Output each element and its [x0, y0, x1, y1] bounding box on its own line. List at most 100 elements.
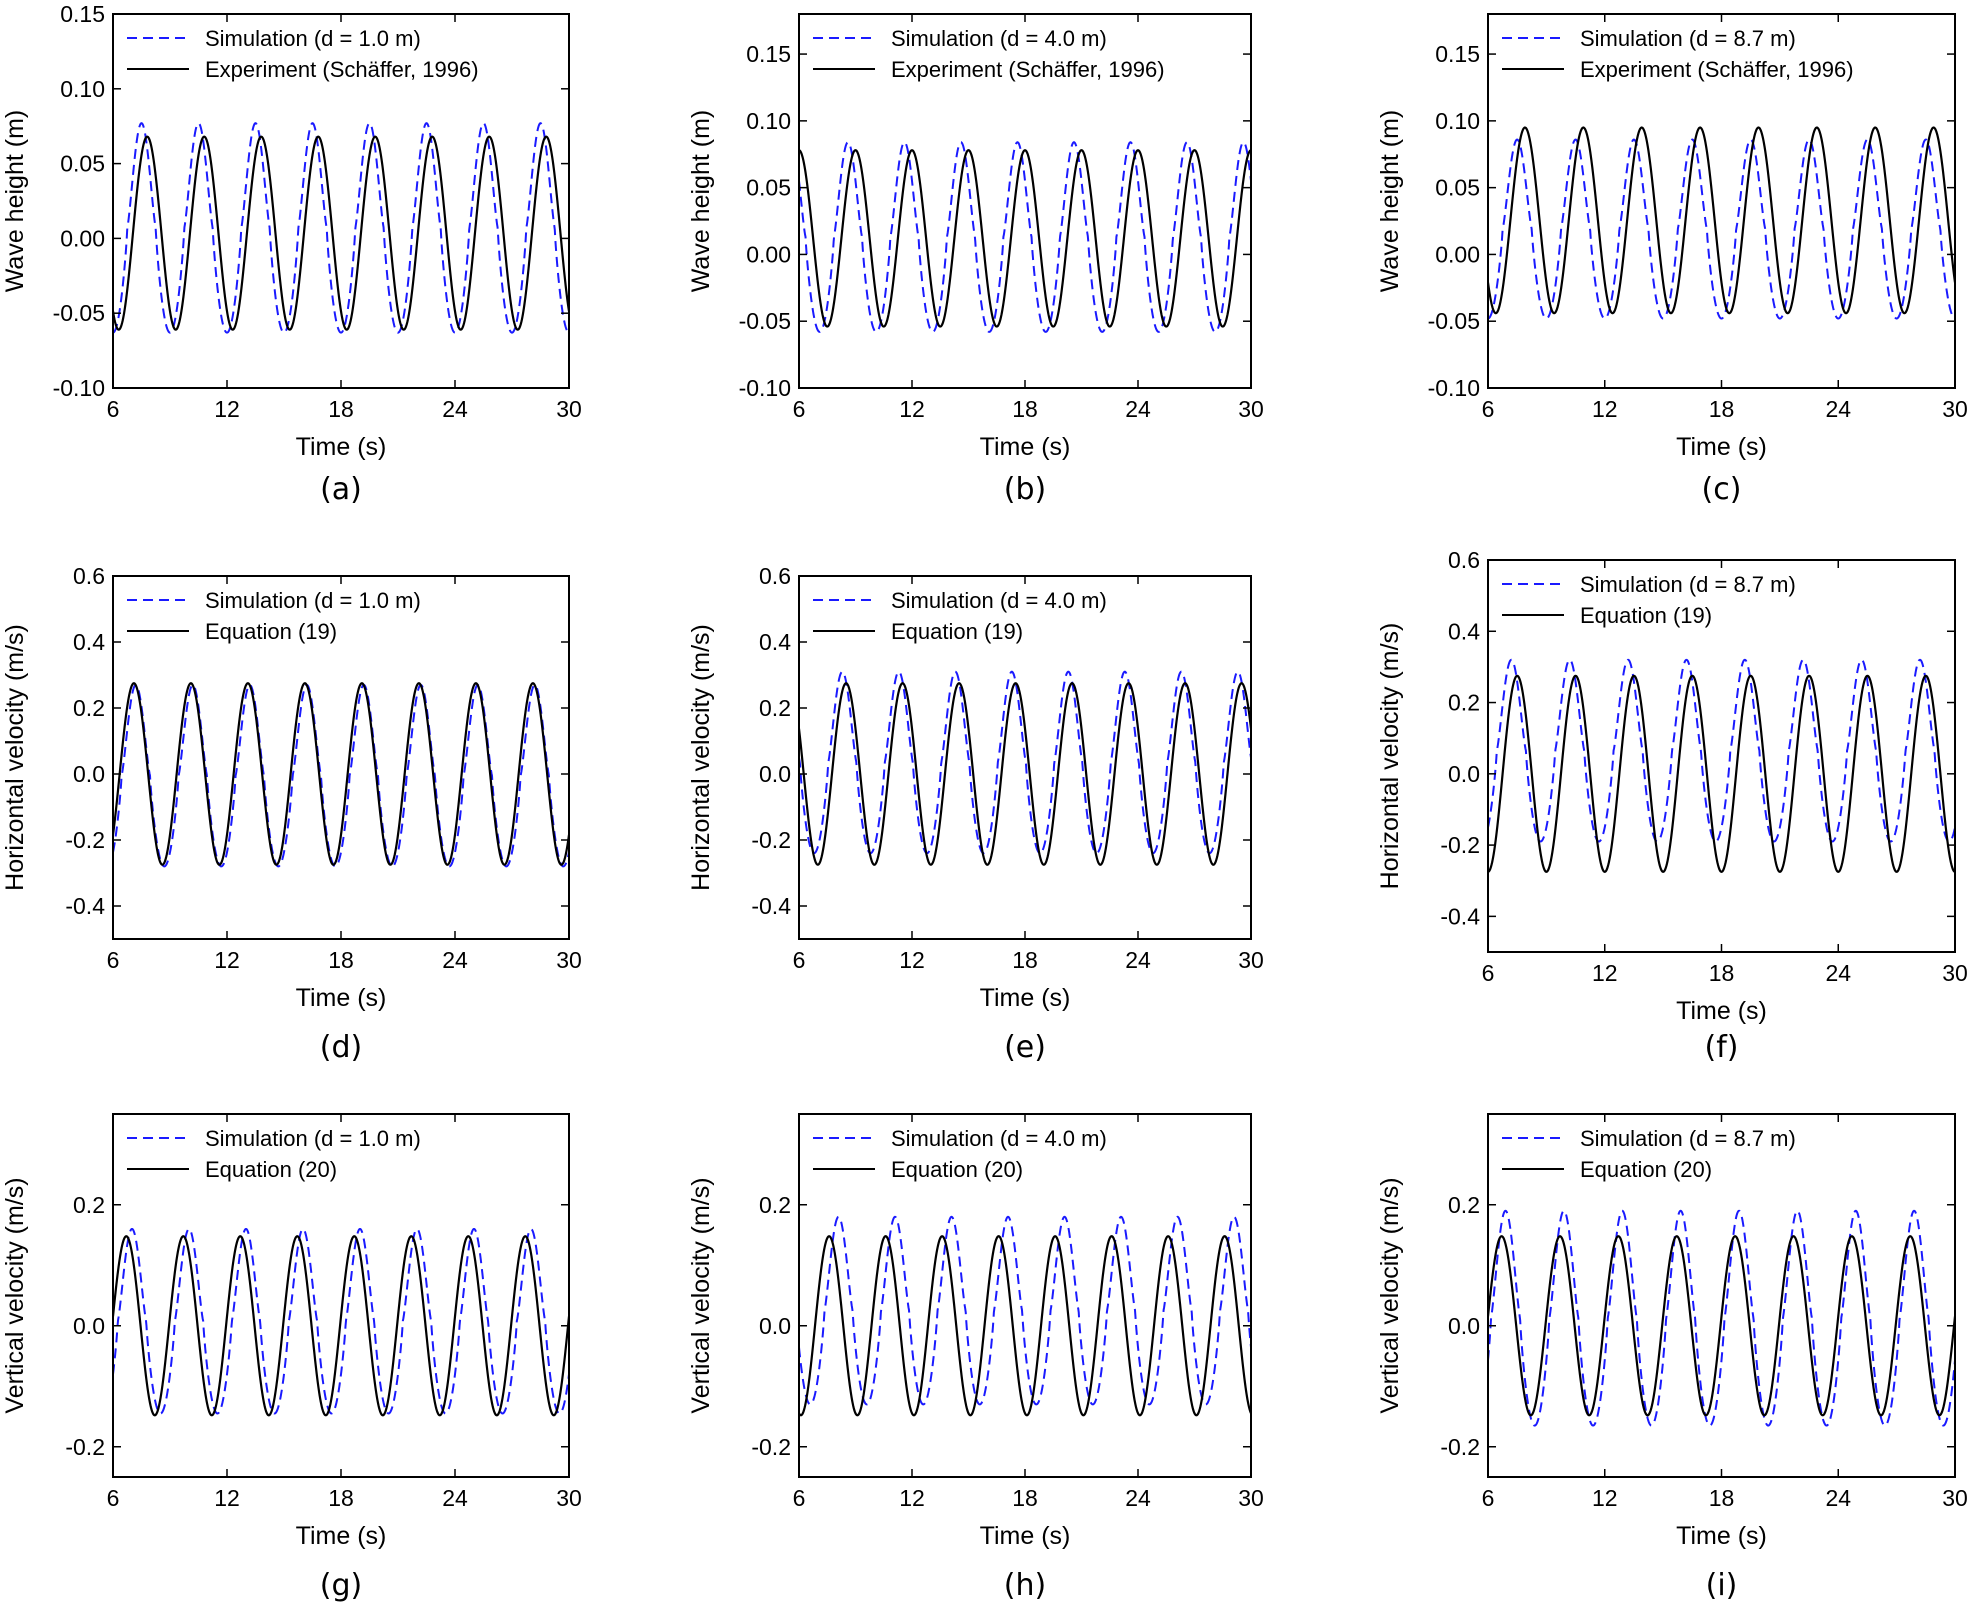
chart-panel-h: 6 12 18 24 30 -0.2 0.0 0.2 Time (s) Vertical velo… [687, 1113, 1264, 1603]
x-tick-label: 12 [214, 947, 240, 973]
y-tick-label: 0.2 [1448, 690, 1480, 716]
y-tick-label: -0.05 [53, 300, 105, 326]
y-tick-label: 0.2 [759, 1192, 791, 1218]
y-tick-label: 0.05 [1435, 175, 1480, 201]
y-axis-label: Horizontal velocity (m/s) [1376, 623, 1404, 890]
y-tick-label: 0.0 [1448, 761, 1480, 787]
legend-label: Equation (20) [205, 1157, 337, 1182]
y-tick-label: -0.05 [1428, 308, 1480, 334]
series-line-reference [799, 149, 1251, 328]
panel-caption: (b) [1004, 472, 1046, 507]
x-tick-label: 6 [1482, 396, 1495, 422]
plot-frame [1487, 559, 1956, 953]
panel-caption: (h) [1004, 1568, 1046, 1603]
y-tick-label: -0.05 [739, 308, 791, 334]
legend-label: Simulation (d = 4.0 m) [891, 26, 1107, 51]
chart-panel-a: 6 12 18 24 30 -0.10 -0.05 0.00 0.05 0.10 0.15 Time … [1, 1, 582, 507]
legend-label: Experiment (Schäffer, 1996) [1580, 57, 1854, 82]
y-tick-label: 0.15 [1435, 41, 1480, 67]
y-tick-label: 0.0 [759, 761, 791, 787]
legend-label: Simulation (d = 4.0 m) [891, 588, 1107, 613]
series-line-simulation [1488, 138, 1955, 320]
chart-panel-c: 6 12 18 24 30 -0.10 -0.05 0.00 0.05 0.10 0.15 Time … [1376, 13, 1968, 507]
x-tick-label: 18 [1012, 1485, 1038, 1511]
y-axis-label: Vertical velocity (m/s) [687, 1177, 715, 1413]
x-tick-label: 24 [1825, 960, 1851, 986]
legend-label: Experiment (Schäffer, 1996) [891, 57, 1165, 82]
chart-panel-f: 6 12 18 24 30 -0.4 -0.2 0.0 0.2 0.4 0.6 Time (s) Hor… [1376, 547, 1968, 1065]
x-tick-label: 6 [107, 947, 120, 973]
x-tick-label: 12 [899, 947, 925, 973]
x-tick-label: 30 [1942, 960, 1968, 986]
x-axis-label: Time (s) [296, 1522, 387, 1550]
y-tick-label: -0.4 [65, 893, 105, 919]
y-tick-label: 0.2 [759, 695, 791, 721]
y-tick-label: 0.0 [1448, 1313, 1480, 1339]
x-tick-label: 30 [556, 1485, 582, 1511]
y-tick-label: -0.2 [1440, 832, 1480, 858]
x-tick-label: 24 [442, 1485, 468, 1511]
y-tick-label: 0.6 [73, 563, 105, 589]
panel-caption: (e) [1004, 1030, 1046, 1065]
x-tick-label: 24 [1125, 947, 1151, 973]
x-tick-label: 18 [1709, 1485, 1735, 1511]
y-tick-label: 0.0 [73, 761, 105, 787]
x-tick-label: 6 [793, 947, 806, 973]
x-tick-label: 18 [328, 1485, 354, 1511]
y-tick-label: -0.2 [1440, 1434, 1480, 1460]
series-line-reference [113, 135, 569, 331]
x-tick-label: 30 [1942, 396, 1968, 422]
x-tick-label: 12 [899, 1485, 925, 1511]
series-line-simulation [799, 141, 1251, 333]
y-tick-label: 0.0 [73, 1313, 105, 1339]
x-axis-label: Time (s) [1676, 433, 1767, 461]
x-tick-label: 30 [556, 947, 582, 973]
x-axis-label: Time (s) [980, 433, 1071, 461]
y-axis-label: Horizontal velocity (m/s) [687, 624, 715, 891]
y-tick-label: 0.10 [1435, 108, 1480, 134]
x-tick-label: 12 [1592, 396, 1618, 422]
legend-label: Simulation (d = 1.0 m) [205, 588, 421, 613]
x-tick-label: 12 [214, 1485, 240, 1511]
series-line-reference [1488, 126, 1955, 315]
x-axis-label: Time (s) [296, 984, 387, 1012]
y-tick-label: 0.2 [73, 1192, 105, 1218]
x-tick-label: 18 [1012, 947, 1038, 973]
x-tick-label: 6 [107, 396, 120, 422]
legend-label: Equation (20) [891, 1157, 1023, 1182]
x-tick-label: 18 [328, 396, 354, 422]
y-tick-label: -0.4 [751, 893, 791, 919]
legend-label: Equation (19) [1580, 603, 1712, 628]
legend-label: Simulation (d = 4.0 m) [891, 1126, 1107, 1151]
series-line-simulation [1488, 1209, 1955, 1427]
legend-label: Equation (19) [891, 619, 1023, 644]
y-tick-label: -0.2 [65, 827, 105, 853]
y-tick-label: 0.0 [759, 1313, 791, 1339]
x-axis-label: Time (s) [1676, 997, 1767, 1025]
y-tick-label: 0.15 [60, 1, 105, 27]
x-tick-label: 12 [1592, 1485, 1618, 1511]
y-tick-label: 0.05 [746, 175, 791, 201]
chart-panel-b: 6 12 18 24 30 -0.10 -0.05 0.00 0.05 0.10 0.15 Time … [687, 13, 1264, 507]
y-tick-label: 0.6 [1448, 547, 1480, 573]
x-tick-label: 30 [1238, 947, 1264, 973]
x-tick-label: 6 [1482, 1485, 1495, 1511]
x-axis-label: Time (s) [980, 984, 1071, 1012]
x-axis-label: Time (s) [1676, 1522, 1767, 1550]
x-tick-label: 18 [1709, 396, 1735, 422]
y-axis-label: Wave height (m) [687, 110, 715, 292]
y-tick-label: -0.2 [751, 827, 791, 853]
y-tick-label: 0.00 [60, 225, 105, 251]
panel-caption: (a) [320, 472, 362, 507]
x-tick-label: 24 [1825, 1485, 1851, 1511]
panel-caption: (i) [1706, 1568, 1738, 1603]
x-tick-label: 6 [107, 1485, 120, 1511]
series-line-reference [113, 682, 569, 866]
series-line-reference [113, 1235, 569, 1417]
x-tick-label: 12 [899, 396, 925, 422]
series-line-reference [1488, 674, 1955, 873]
x-tick-label: 24 [1825, 396, 1851, 422]
x-tick-label: 12 [214, 396, 240, 422]
x-tick-label: 24 [1125, 396, 1151, 422]
